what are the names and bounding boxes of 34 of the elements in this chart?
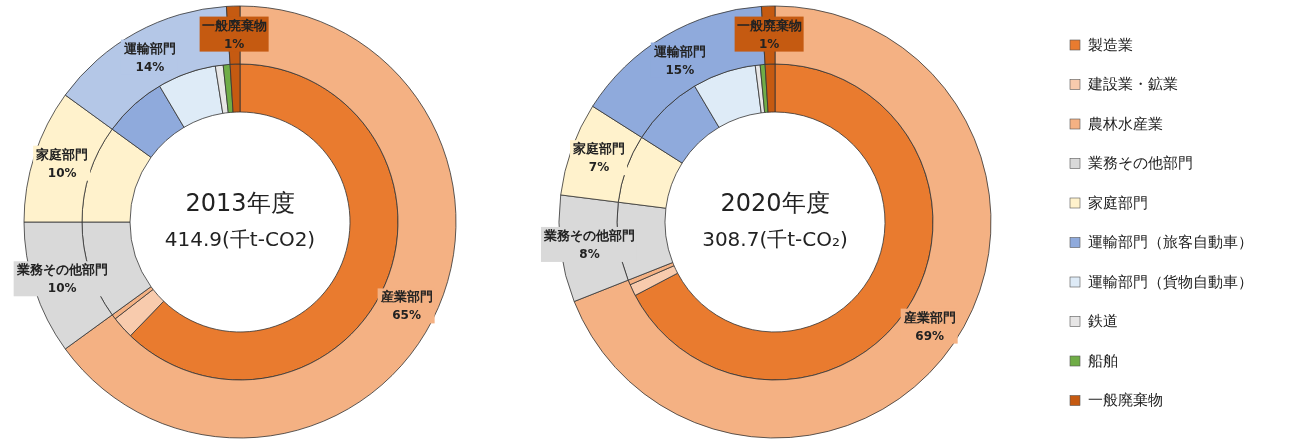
data-label: 10% (47, 165, 77, 180)
data-label: 1% (758, 36, 780, 51)
data-label: 7% (588, 160, 610, 175)
data-label: 65% (392, 308, 421, 323)
legend-label: 家庭部門 (1088, 193, 1148, 212)
text: 308.7(千t-CO₂) (702, 226, 848, 251)
slice-label: 産業部門 (379, 289, 433, 305)
data-label: 8% (579, 246, 600, 261)
legend-label: 業務その他部門 (1088, 154, 1193, 172)
slice-label: 産業部門 (902, 309, 956, 325)
slice-label: 家庭部門 (572, 141, 626, 157)
slice-label: 運輸部門 (122, 40, 176, 56)
slice-label: 一般廃棄物 (736, 17, 802, 33)
legend-label: 鉄道 (1088, 312, 1118, 330)
slice-label: 運輸部門 (652, 43, 706, 59)
legend-label: 船舶 (1088, 351, 1118, 370)
data-label: 10% (47, 281, 77, 296)
legend-label: 一般廃棄物 (1088, 391, 1163, 409)
data-label: 15% (665, 62, 695, 77)
legend-label: 運輸部門（貨物自動車） (1088, 272, 1253, 291)
text: 2013年度 (185, 189, 295, 217)
slice-label: 業務その他部門 (15, 262, 108, 278)
text: 2020年度 (720, 189, 830, 217)
slice-label: 業務その他部門 (542, 227, 635, 243)
legend-label: 製造業 (1088, 35, 1133, 54)
text: 414.9(千t-CO2) (164, 226, 316, 251)
data-label: 14% (135, 59, 165, 74)
data-label: 69% (915, 328, 945, 343)
slice-label: 一般廃棄物 (201, 17, 267, 33)
legend-label: 運輸部門（旅客自動車） (1088, 233, 1253, 251)
slice-label: 家庭部門 (35, 146, 89, 162)
legend-label: 建設業・鉱業 (1087, 75, 1178, 93)
legend-label: 農林水産業 (1088, 114, 1163, 133)
data-label: 1% (223, 36, 245, 51)
